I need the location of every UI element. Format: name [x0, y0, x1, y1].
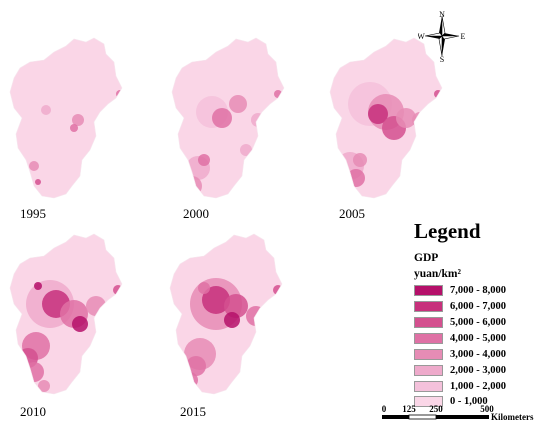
gdp-hotspot — [72, 316, 88, 332]
legend-item: 1,000 - 2,000 — [414, 380, 506, 393]
legend-variable: GDP — [414, 252, 439, 264]
scale-unit: Kilometers — [491, 412, 534, 422]
gdp-hotspot — [273, 285, 282, 295]
gdp-hotspot — [182, 372, 198, 388]
legend-label: 1,000 - 2,000 — [450, 381, 506, 392]
legend-swatch — [414, 381, 443, 392]
scale-bar: 0 125 250 500 Kilometers — [382, 404, 534, 422]
gdp-hotspot — [353, 153, 367, 167]
scale-tick-500: 500 — [480, 404, 494, 414]
legend-item: 5,000 - 6,000 — [414, 316, 506, 329]
gdp-hotspot — [86, 296, 106, 316]
compass-s: S — [440, 55, 444, 62]
legend-item: 0 - 1,000 — [414, 395, 488, 408]
legend-label: 4,000 - 5,000 — [450, 333, 506, 344]
legend-swatch — [414, 349, 443, 360]
legend-label: 3,000 - 4,000 — [450, 349, 506, 360]
legend-swatch — [414, 333, 443, 344]
gdp-hotspot — [224, 294, 248, 318]
gdp-hotspot — [274, 90, 282, 98]
legend-title: Legend — [414, 219, 481, 243]
gdp-hotspot — [198, 282, 210, 294]
legend-unit: yuan/km² — [414, 268, 461, 280]
gdp-hotspot — [434, 90, 442, 98]
legend-item: 2,000 - 3,000 — [414, 364, 506, 377]
gdp-hotspot — [198, 154, 210, 166]
legend-swatch — [414, 396, 443, 407]
gdp-hotspot — [38, 380, 50, 392]
gdp-hotspot — [34, 282, 42, 290]
legend-label: 2,000 - 3,000 — [450, 365, 506, 376]
gdp-hotspot — [224, 312, 240, 328]
legend-item: 6,000 - 7,000 — [414, 300, 506, 313]
compass-w: W — [418, 32, 425, 41]
gdp-hotspot — [186, 356, 206, 376]
gdp-hotspot — [240, 144, 252, 156]
gdp-hotspot — [41, 105, 51, 115]
legend-swatch — [414, 301, 443, 312]
gdp-hotspot — [396, 108, 416, 128]
gdp-hotspot — [72, 114, 84, 126]
legend-label: 7,000 - 8,000 — [450, 285, 506, 296]
legend-item: 7,000 - 8,000 — [414, 284, 506, 297]
scale-segment — [436, 415, 489, 419]
north-arrow-compass: N S W E — [418, 10, 466, 62]
legend-swatch — [414, 365, 443, 376]
gdp-hotspot — [212, 108, 232, 128]
map-year-label-1995: 1995 — [20, 206, 46, 221]
map-panel-2010 — [9, 233, 123, 395]
legend-item: 4,000 - 5,000 — [414, 332, 506, 345]
scale-tick-125: 125 — [402, 404, 416, 414]
gdp-hotspot — [113, 285, 122, 295]
legend-label: 5,000 - 6,000 — [450, 317, 506, 328]
map-panel-1995 — [9, 37, 123, 199]
gdp-hotspot — [35, 179, 41, 185]
legend-item: 3,000 - 4,000 — [414, 348, 506, 361]
gdp-hotspot — [24, 362, 44, 382]
gdp-hotspot — [29, 161, 39, 171]
scale-tick-250: 250 — [429, 404, 443, 414]
gdp-hotspot — [182, 176, 202, 196]
scale-segment — [408, 414, 437, 420]
compass-n: N — [439, 10, 445, 19]
gdp-hotspot — [246, 306, 266, 326]
legend-swatch — [414, 317, 443, 328]
compass-e: E — [461, 32, 466, 41]
gdp-hotspot — [368, 104, 388, 124]
gdp-hotspot — [70, 124, 78, 132]
map-year-label-2015: 2015 — [180, 404, 206, 419]
map-panel-2015 — [169, 233, 283, 395]
map-year-label-2005: 2005 — [339, 206, 365, 221]
scale-tick-0: 0 — [382, 404, 387, 414]
map-panel-2005 — [329, 37, 443, 199]
scale-segment — [382, 415, 409, 419]
map-year-label-2010: 2010 — [20, 404, 46, 419]
region-base — [10, 38, 122, 198]
gdp-hotspot — [202, 286, 230, 314]
gdp-hotspot — [251, 113, 265, 127]
legend-swatch — [414, 285, 443, 296]
gdp-hotspot — [229, 95, 247, 113]
legend-label: 6,000 - 7,000 — [450, 301, 506, 312]
map-year-label-2000: 2000 — [183, 206, 209, 221]
legend-label: 0 - 1,000 — [450, 396, 488, 407]
map-panel-2000 — [171, 37, 285, 199]
